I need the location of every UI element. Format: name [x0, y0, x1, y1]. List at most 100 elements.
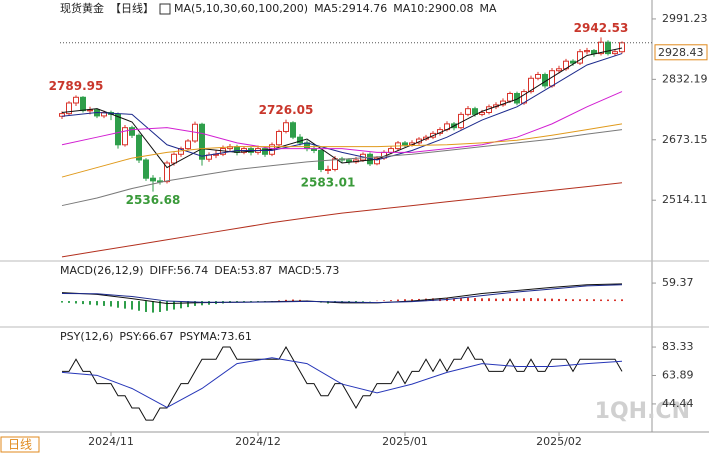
macd-bar — [411, 299, 413, 302]
indicator-label: MA(5,10,30,60,100,200) — [174, 2, 308, 15]
macd-bar — [593, 299, 595, 302]
indicator-line — [61, 47, 623, 169]
macd-bar — [495, 298, 497, 302]
candle-body — [598, 41, 604, 55]
y-tick-label: 59.37 — [662, 276, 694, 289]
candle-body — [332, 158, 338, 170]
macd-bar — [173, 301, 175, 310]
candle-body — [164, 162, 170, 183]
candle-body — [402, 142, 408, 146]
macd-bar — [75, 301, 77, 304]
macd-bar — [474, 298, 476, 302]
candle-body — [73, 96, 79, 104]
candle-body — [612, 51, 618, 55]
indicator-line — [61, 283, 623, 304]
low-label: 2583.01 — [301, 176, 356, 190]
macd-bar — [68, 301, 70, 303]
macd-bar — [537, 298, 539, 302]
candle-body — [535, 73, 541, 79]
candle-body — [290, 122, 296, 138]
macd-bar — [509, 298, 511, 302]
macd-bar — [488, 298, 490, 302]
macd-bar — [180, 301, 182, 309]
legend-entry: MA5:2914.76 — [314, 2, 387, 15]
macd-bar — [103, 301, 105, 306]
panel-title: 现货黄金 — [60, 1, 104, 15]
macd-bar — [292, 299, 294, 302]
candle-body — [528, 77, 534, 93]
y-tick-label: 63.89 — [662, 368, 694, 381]
macd-bar — [390, 300, 392, 302]
y-tick-label: 2832.19 — [662, 72, 708, 85]
macd-bar — [138, 301, 140, 311]
period-label: 【日线】 — [110, 1, 154, 15]
y-tick-label: 2673.15 — [662, 133, 708, 146]
panel-title: MACD(26,12,9) — [60, 264, 144, 277]
x-tick-label: 2024/12 — [235, 435, 281, 448]
macd-bar — [572, 299, 574, 302]
candle-body — [325, 168, 331, 171]
indicator-line — [61, 123, 623, 178]
macd-bar — [243, 301, 245, 302]
indicator-line — [61, 53, 623, 161]
last-price-label: 2928.43 — [658, 46, 704, 59]
indicator-line — [61, 357, 623, 409]
macd-bar — [194, 301, 196, 306]
candle-body — [283, 122, 289, 132]
period-box[interactable] — [0, 436, 40, 453]
macd-bar — [516, 298, 518, 302]
candle-body — [129, 127, 135, 136]
macd-bar — [299, 299, 301, 302]
legend-entry: MA10:2900.08 — [393, 2, 473, 15]
candle-body — [115, 113, 121, 146]
macd-bar — [117, 301, 119, 308]
macd-bar — [460, 298, 462, 302]
macd-bar — [502, 298, 504, 302]
indicator-line — [61, 129, 623, 207]
candle-body — [374, 157, 380, 165]
low-label: 2536.68 — [126, 193, 181, 207]
legend-entry: MA — [480, 2, 497, 15]
macd-bar — [110, 301, 112, 307]
candle-body — [199, 123, 205, 160]
watermark: 1QH.CN — [595, 399, 690, 424]
candle-body — [276, 130, 282, 146]
macd-bar — [558, 298, 560, 302]
candle-body — [234, 146, 240, 153]
high-label: 2942.53 — [574, 21, 629, 35]
panel-title: PSY(12,6) — [60, 330, 113, 343]
macd-bar — [481, 298, 483, 302]
last-price-box — [654, 44, 708, 61]
macd-bar — [530, 298, 532, 302]
macd-bar — [453, 298, 455, 302]
candle-body — [619, 42, 625, 53]
indicator-line — [61, 284, 623, 304]
x-tick-label: 2025/02 — [536, 435, 582, 448]
y-tick-label: 2514.11 — [662, 193, 708, 206]
macd-bar — [159, 301, 161, 312]
high-label: 2726.05 — [259, 103, 314, 117]
macd-bar — [145, 301, 147, 312]
macd-bar — [362, 301, 364, 302]
macd-bar — [523, 298, 525, 302]
macd-bar — [397, 299, 399, 302]
candle-body — [150, 177, 156, 182]
macd-bar — [236, 301, 238, 303]
macd-bar — [201, 301, 203, 306]
period-button[interactable]: 日线 — [8, 438, 32, 452]
legend-entry: PSYMA:73.61 — [180, 330, 252, 343]
macd-bar — [278, 300, 280, 302]
macd-bar — [89, 301, 91, 305]
candle-body — [584, 50, 590, 53]
indicator-line — [61, 182, 623, 258]
candle-body — [577, 51, 583, 64]
indicator-icon — [159, 3, 171, 15]
macd-bar — [166, 301, 168, 311]
candle-body — [262, 148, 268, 155]
candle-body — [556, 68, 562, 72]
macd-bar — [250, 301, 252, 302]
macd-bar — [621, 299, 623, 302]
candle-body — [514, 92, 520, 104]
